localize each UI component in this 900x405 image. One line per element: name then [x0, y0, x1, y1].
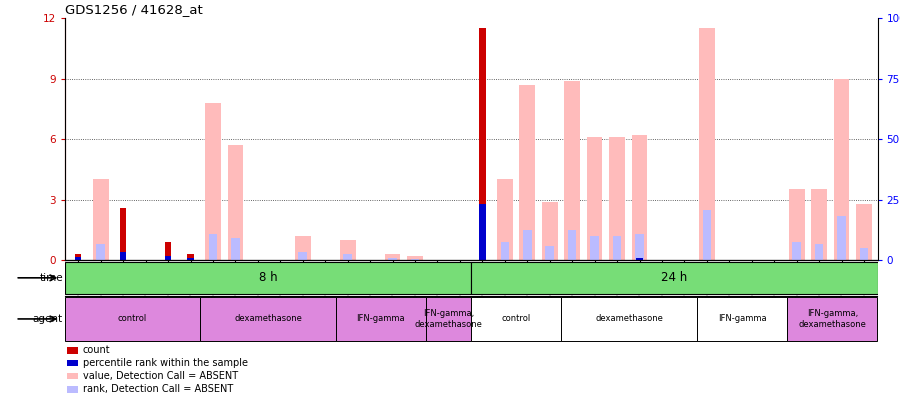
Bar [384, 254, 400, 260]
Bar [93, 179, 109, 260]
Bar [209, 234, 217, 260]
Bar [860, 248, 868, 260]
Bar [75, 257, 81, 260]
Bar [67, 360, 78, 366]
Text: dexamethasone: dexamethasone [234, 314, 302, 324]
Bar [788, 297, 878, 341]
Bar [542, 202, 558, 260]
Bar [340, 240, 356, 260]
Bar [388, 258, 397, 260]
Bar [228, 145, 243, 260]
Bar [336, 297, 426, 341]
Bar [613, 236, 621, 260]
Bar [792, 242, 801, 260]
Bar [833, 79, 850, 260]
Text: value, Detection Call = ABSENT: value, Detection Call = ABSENT [83, 371, 238, 381]
Bar [500, 242, 509, 260]
Text: GDS1256 / 41628_at: GDS1256 / 41628_at [65, 3, 202, 16]
Bar [587, 137, 602, 260]
Text: percentile rank within the sample: percentile rank within the sample [83, 358, 248, 368]
Bar [187, 254, 194, 260]
Text: IFN-gamma,
dexamethasone: IFN-gamma, dexamethasone [798, 309, 867, 328]
Bar [545, 246, 554, 260]
Bar [299, 252, 307, 260]
Bar [165, 242, 171, 260]
Bar [562, 297, 697, 341]
Bar [814, 244, 824, 260]
Bar [295, 236, 310, 260]
Bar [837, 216, 846, 260]
Text: IFN-gamma: IFN-gamma [717, 314, 767, 324]
Bar [564, 81, 580, 260]
Bar [811, 190, 827, 260]
Bar [200, 297, 336, 341]
Bar [472, 262, 878, 294]
Text: dexamethasone: dexamethasone [595, 314, 663, 324]
Text: control: control [118, 314, 147, 324]
Bar [67, 386, 78, 392]
Text: IFN-gamma: IFN-gamma [356, 314, 405, 324]
Text: rank, Detection Call = ABSENT: rank, Detection Call = ABSENT [83, 384, 233, 394]
Bar [410, 259, 419, 260]
Bar [120, 252, 126, 260]
Bar [590, 236, 598, 260]
Bar [407, 256, 423, 260]
Bar [519, 85, 536, 260]
Bar [699, 28, 715, 260]
Bar [788, 190, 805, 260]
Bar [523, 230, 532, 260]
Bar [205, 103, 220, 260]
Bar [636, 258, 643, 260]
Text: IFN-gamma,
dexamethasone: IFN-gamma, dexamethasone [415, 309, 482, 328]
Text: control: control [501, 314, 531, 324]
Bar [697, 297, 788, 341]
Text: count: count [83, 345, 111, 356]
Text: time: time [40, 273, 63, 283]
Bar [635, 234, 644, 260]
Bar [479, 204, 485, 260]
Bar [65, 262, 472, 294]
Bar [472, 297, 562, 341]
Text: agent: agent [33, 314, 63, 324]
Bar [165, 256, 171, 260]
Text: 8 h: 8 h [258, 271, 277, 284]
Bar [187, 258, 194, 260]
Bar [568, 230, 577, 260]
Bar [67, 347, 78, 354]
Bar [426, 297, 472, 341]
Bar [703, 210, 711, 260]
Bar [856, 204, 872, 260]
Bar [120, 208, 126, 260]
Bar [65, 297, 200, 341]
Bar [632, 135, 647, 260]
Bar [67, 373, 78, 379]
Bar [609, 137, 625, 260]
Bar [344, 254, 352, 260]
Text: 24 h: 24 h [662, 271, 688, 284]
Bar [231, 238, 239, 260]
Bar [96, 244, 105, 260]
Bar [479, 28, 485, 260]
Bar [75, 254, 81, 260]
Bar [497, 179, 513, 260]
